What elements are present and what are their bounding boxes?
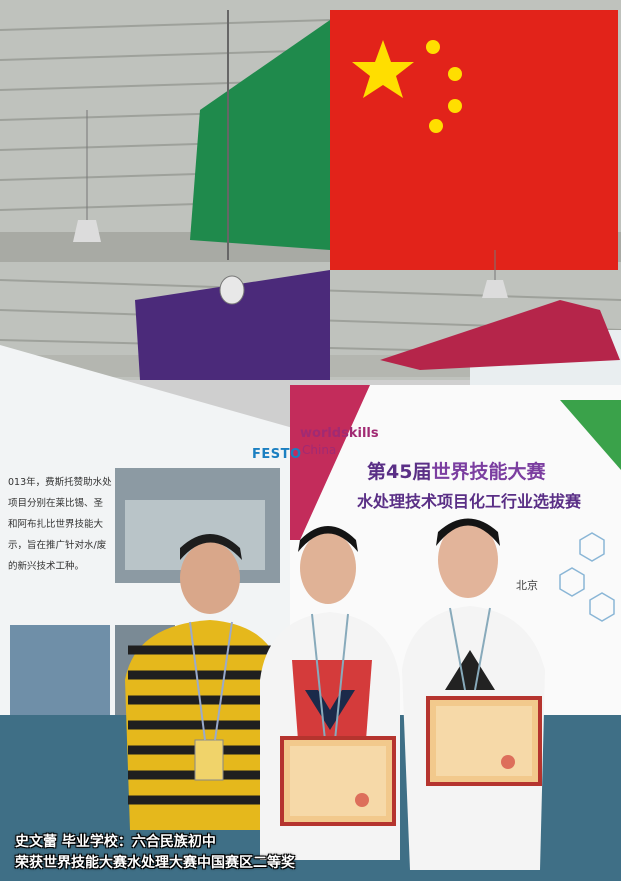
banner-red-accent xyxy=(290,385,370,540)
photo-caption-line-2: 荣获世界技能大赛水处理大赛中国赛区二等奖 xyxy=(15,855,295,871)
molecule-pattern xyxy=(559,532,615,622)
banner-title-prefix: 第45届 xyxy=(367,461,432,483)
panel-text-line: 013年，费斯托赞助水处 xyxy=(8,477,112,488)
banner-green-accent xyxy=(560,400,621,470)
panel-text-line: 示，旨在推广针对水/废 xyxy=(8,540,107,551)
green-banner xyxy=(190,20,330,250)
certificate-1 xyxy=(280,736,396,826)
photo-caption-line-1: 史文蕾 毕业学校：六合民族初中 xyxy=(15,834,216,850)
banner-city: 北京 xyxy=(516,579,538,592)
banner-title-line-1: 第45届世界技能大赛 xyxy=(367,457,545,484)
flag-big-star xyxy=(352,40,414,98)
flag-small-star-1 xyxy=(426,40,440,54)
flag-small-star-3 xyxy=(448,99,462,113)
panel-text-line: 项目分别在莱比锡、圣 xyxy=(8,498,104,509)
flag-small-star-2 xyxy=(448,67,462,81)
lamp-2 xyxy=(482,280,508,298)
certificate-2 xyxy=(426,696,542,786)
person-teacher xyxy=(125,534,285,830)
banner-title-highlight: 世界技能大赛 xyxy=(431,461,546,483)
worldskills-logo-text: worldskills xyxy=(300,426,379,441)
china-flag xyxy=(330,10,618,270)
flag-small-star-4 xyxy=(429,119,443,133)
panel-text-line: 和阿布扎比世界技能大 xyxy=(8,519,104,530)
red-ribbon-banner xyxy=(380,300,620,370)
festo-logo: FESTO xyxy=(252,447,302,462)
panel-text-line: 的新兴技术工种。 xyxy=(8,561,85,572)
security-camera xyxy=(219,275,245,305)
worldskills-logo-country: China xyxy=(302,443,337,457)
purple-banner xyxy=(135,270,330,380)
lamp xyxy=(73,220,101,242)
banner-title-line-2: 水处理技术项目化工行业选拔赛 xyxy=(357,492,582,511)
